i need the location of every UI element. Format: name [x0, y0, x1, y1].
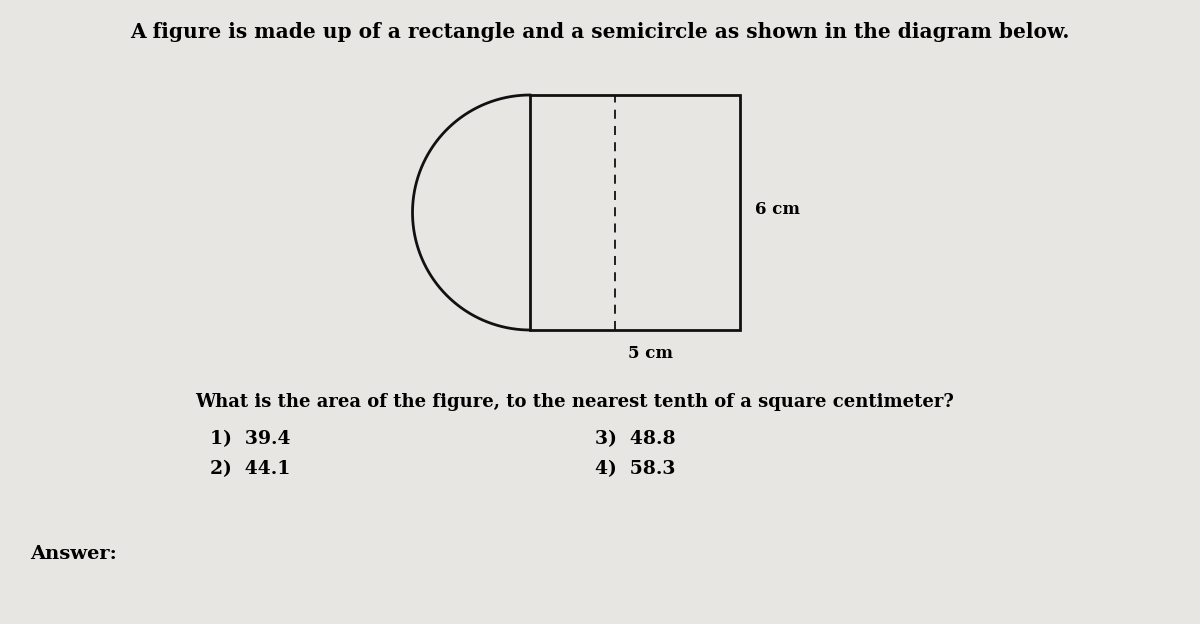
Text: What is the area of the figure, to the nearest tenth of a square centimeter?: What is the area of the figure, to the n… [194, 393, 954, 411]
Text: 3)  48.8: 3) 48.8 [595, 430, 676, 448]
Text: A figure is made up of a rectangle and a semicircle as shown in the diagram belo: A figure is made up of a rectangle and a… [131, 22, 1069, 42]
Text: 4)  58.3: 4) 58.3 [595, 460, 676, 478]
Text: 2)  44.1: 2) 44.1 [210, 460, 290, 478]
Bar [530, 95, 740, 330]
Text: Answer:: Answer: [30, 545, 116, 563]
Text: 6 cm: 6 cm [755, 202, 800, 218]
Text: 1)  39.4: 1) 39.4 [210, 430, 290, 448]
Text: 5 cm: 5 cm [628, 345, 672, 362]
